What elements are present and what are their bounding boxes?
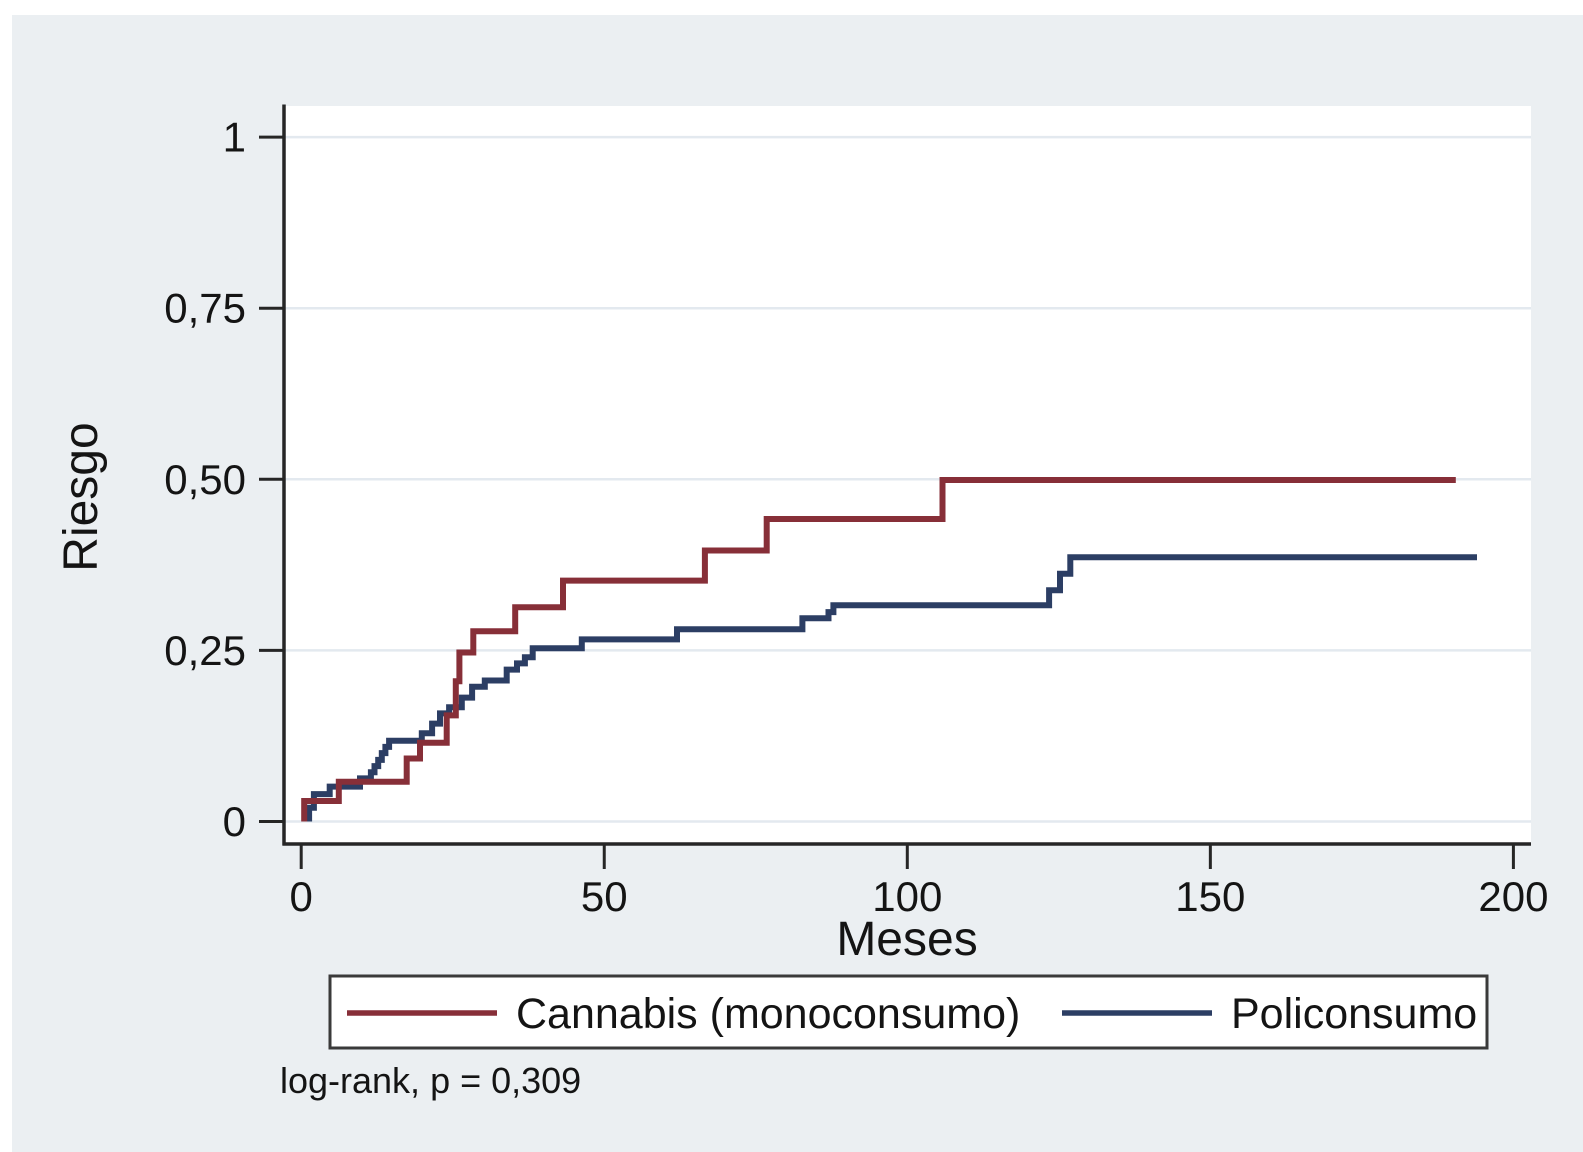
legend-label-cannabis: Cannabis (monoconsumo)	[516, 990, 1020, 1038]
legend-box	[328, 974, 1489, 1050]
y-tick-label-0: 0	[223, 798, 246, 845]
y-tick-label-0,50: 0,50	[164, 456, 246, 503]
survival-curves	[301, 477, 1477, 822]
legend-label-policonsumo: Policonsumo	[1231, 990, 1477, 1038]
x-tick-label-100: 100	[872, 873, 942, 920]
axis-tick-labels: 0 0,25 0,50 0,75 1 0 50 100 150 200	[164, 114, 1548, 920]
x-tick-label-200: 200	[1478, 873, 1548, 920]
y-tick-label-1: 1	[223, 114, 246, 161]
y-tick-label-0,25: 0,25	[164, 627, 246, 674]
x-tick-label-0: 0	[290, 873, 313, 920]
series-line-cannabis-monoconsumo	[301, 477, 1456, 822]
x-tick-label-150: 150	[1175, 873, 1245, 920]
legend: Cannabis (monoconsumo) Policonsumo	[328, 974, 1489, 1050]
x-axis-title: Meses	[836, 913, 977, 966]
plot-area	[284, 106, 1531, 844]
y-tick-label-0,75: 0,75	[164, 285, 246, 332]
x-tick-label-50: 50	[581, 873, 628, 920]
y-axis-title: Riesgo	[55, 422, 108, 571]
series-line-policonsumo	[306, 554, 1477, 822]
log-rank-footnote: log-rank, p = 0,309	[280, 1060, 581, 1101]
axis-ticks	[259, 135, 1515, 869]
